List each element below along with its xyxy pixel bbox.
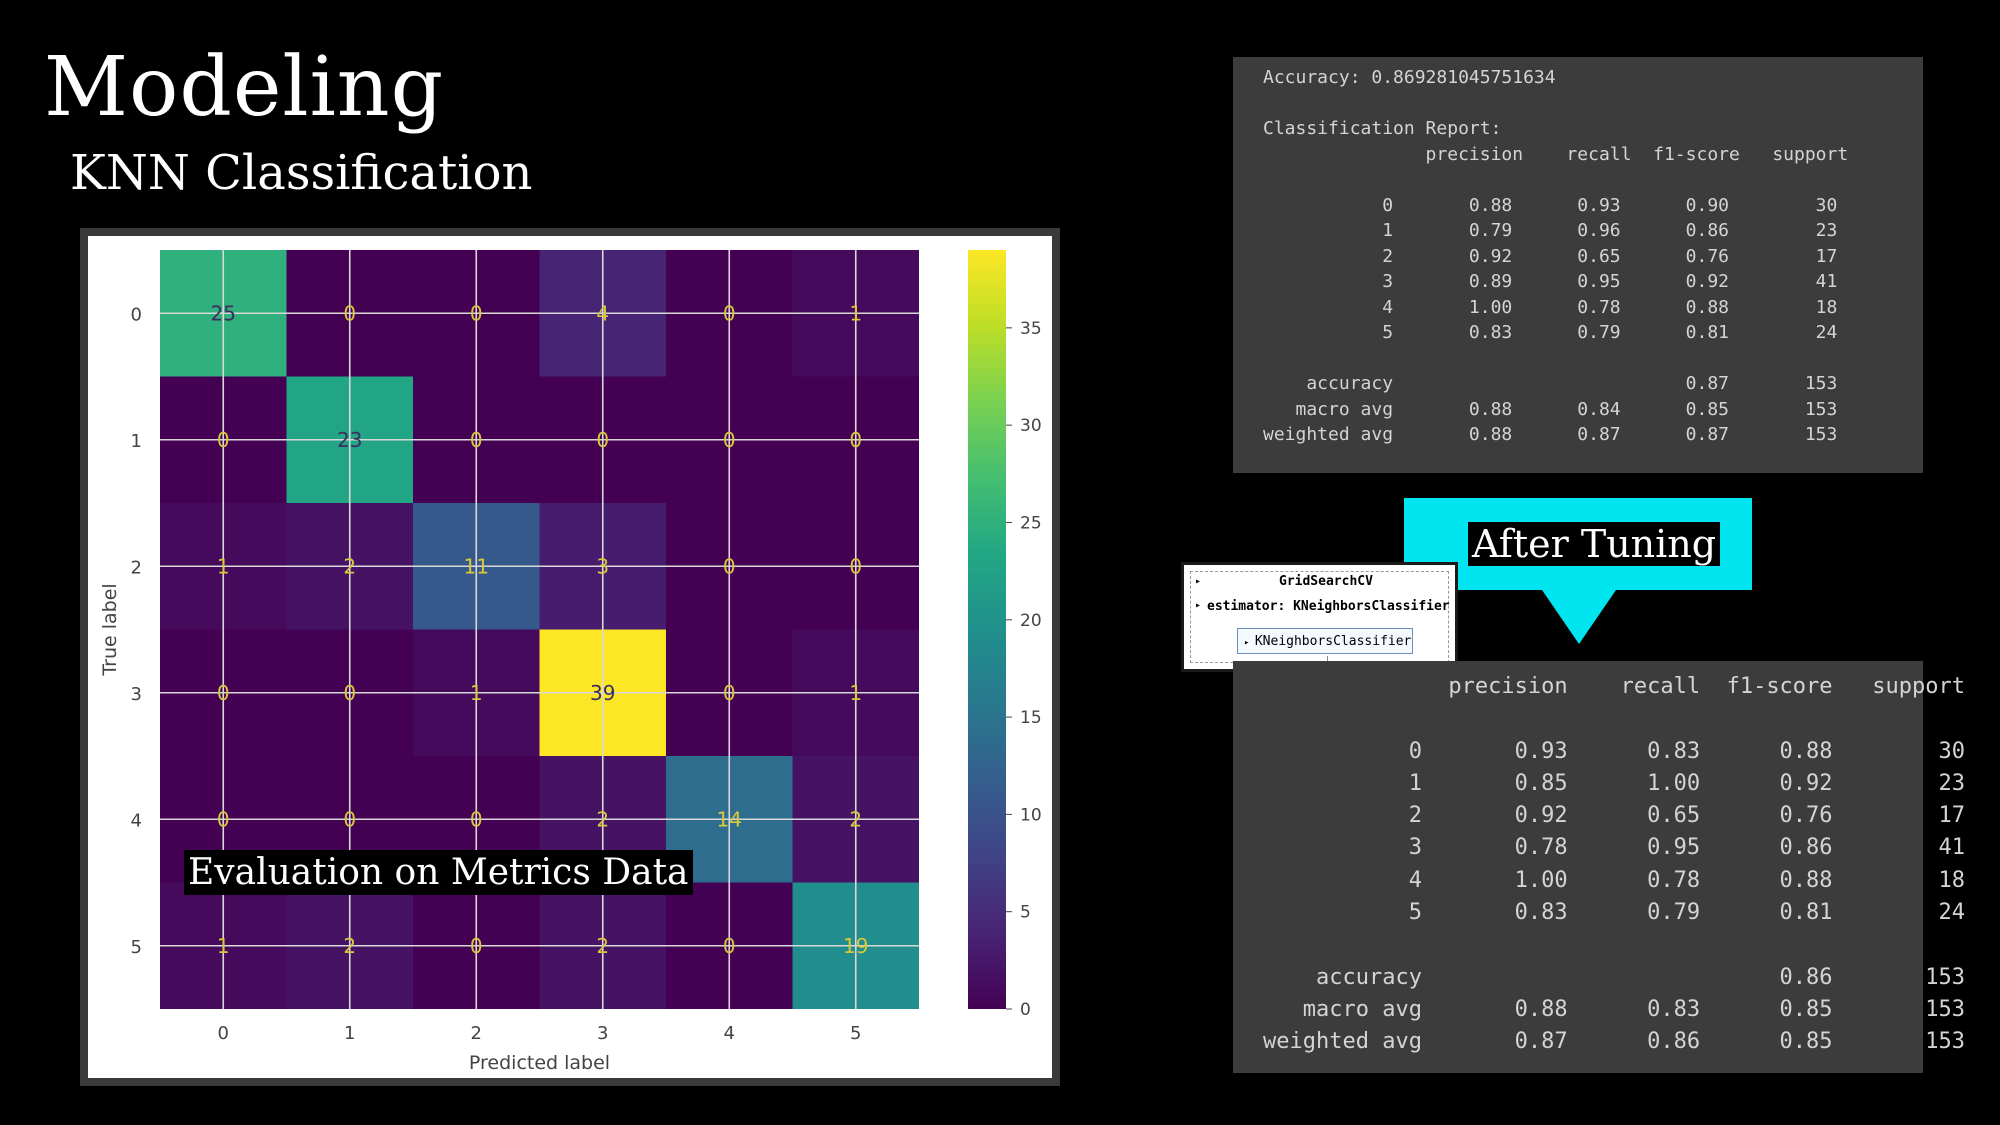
cell-value-label: 1 xyxy=(217,934,230,958)
x-tick-label: 0 xyxy=(218,1023,229,1044)
cell-value-label: 25 xyxy=(211,301,236,325)
y-tick-label: 5 xyxy=(131,937,142,958)
y-tick-label: 0 xyxy=(131,304,142,325)
cell-value-label: 0 xyxy=(596,428,609,452)
evaluation-label: Evaluation on Metrics Data xyxy=(184,850,693,895)
cell-value-label: 0 xyxy=(470,301,483,325)
x-axis-label: Predicted label xyxy=(469,1052,610,1074)
cell-value-label: 2 xyxy=(849,807,862,831)
cell-value-label: 0 xyxy=(723,301,736,325)
cell-value-label: 0 xyxy=(723,681,736,705)
cell-value-label: 3 xyxy=(596,554,609,578)
cell-value-label: 0 xyxy=(343,301,356,325)
cell-value-label: 0 xyxy=(470,428,483,452)
cell-value-label: 0 xyxy=(723,554,736,578)
cell-value-label: 0 xyxy=(217,807,230,831)
estimator-box-label: KNeighborsClassifier xyxy=(1254,634,1412,649)
x-tick-label: 2 xyxy=(471,1023,482,1044)
colorbar-tick-label: 30 xyxy=(1020,416,1042,436)
cell-value-label: 0 xyxy=(217,428,230,452)
gridsearchcv-border: ▸ GridSearchCV ▸ estimator: KNeighborsCl… xyxy=(1190,571,1450,670)
cell-value-label: 0 xyxy=(849,554,862,578)
colorbar-tick-label: 5 xyxy=(1020,903,1031,923)
cell-value-label: 0 xyxy=(470,934,483,958)
confusion-matrix-panel: 25 0 0 4 0 1 0 23 0 0 0 0 1 2 11 3 0 0 0 0 1 39 0 1 0 0 0 2 14 2 1 2 0 2 0… xyxy=(80,228,1060,1086)
gridsearchcv-widget: ▸ GridSearchCV ▸ estimator: KNeighborsCl… xyxy=(1181,562,1458,672)
cell-value-label: 1 xyxy=(849,681,862,705)
colorbar xyxy=(968,250,1006,1009)
colorbar-tick-label: 15 xyxy=(1020,708,1042,728)
cell-value-label: 4 xyxy=(596,301,609,325)
cell-value-label: 0 xyxy=(343,681,356,705)
page-subtitle: KNN Classification xyxy=(70,145,533,201)
expand-arrow-icon[interactable]: ▸ xyxy=(1195,600,1202,611)
colorbar-tick-label: 20 xyxy=(1020,611,1042,631)
estimator-row[interactable]: estimator: KNeighborsClassifier xyxy=(1207,599,1450,614)
y-tick-label: 4 xyxy=(131,810,142,831)
cell-value-label: 0 xyxy=(470,807,483,831)
cell-value-label: 2 xyxy=(596,807,609,831)
cell-value-label: 0 xyxy=(343,807,356,831)
estimator-box[interactable]: ▸ KNeighborsClassifier xyxy=(1237,628,1413,654)
down-arrow-icon xyxy=(1542,590,1616,644)
cell-value-label: 14 xyxy=(717,807,742,831)
cell-value-label: 1 xyxy=(849,301,862,325)
cell-value-label: 2 xyxy=(343,554,356,578)
y-tick-label: 1 xyxy=(131,431,142,452)
gridsearchcv-title[interactable]: GridSearchCV xyxy=(1279,574,1373,589)
expand-arrow-icon[interactable]: ▸ xyxy=(1195,576,1202,587)
classification-report-before: Accuracy: 0.869281045751634 Classificati… xyxy=(1233,57,1923,473)
y-tick-label: 3 xyxy=(131,684,142,705)
colorbar-tick-label: 35 xyxy=(1020,319,1042,339)
colorbar-tick-label: 10 xyxy=(1020,805,1042,825)
cell-value-label: 11 xyxy=(464,554,489,578)
cell-value-label: 0 xyxy=(723,428,736,452)
y-axis-label: True label xyxy=(99,583,121,676)
confusion-matrix-chart: 25 0 0 4 0 10 23 0 0 0 01 2 11 3 0 00 0 1 39 0 10 0 0 2 14 21 2 0 2 0… xyxy=(99,250,1042,1074)
after-tuning-label: After Tuning xyxy=(1468,522,1721,566)
expand-arrow-icon: ▸ xyxy=(1244,638,1255,648)
x-tick-label: 5 xyxy=(850,1023,861,1044)
cell-value-label: 0 xyxy=(217,681,230,705)
cell-value-label: 19 xyxy=(843,934,868,958)
x-tick-label: 3 xyxy=(597,1023,608,1044)
cell-value-label: 2 xyxy=(343,934,356,958)
cell-value-label: 1 xyxy=(470,681,483,705)
cell-value-label: 2 xyxy=(596,934,609,958)
cell-value-label: 1 xyxy=(217,554,230,578)
colorbar-tick-label: 25 xyxy=(1020,513,1042,533)
y-tick-label: 2 xyxy=(131,557,142,578)
x-tick-label: 1 xyxy=(344,1023,355,1044)
cell-value-label: 0 xyxy=(723,934,736,958)
classification-report-after: precision recall f1-score support 0 0.93… xyxy=(1233,661,1965,1073)
cell-value-label: 23 xyxy=(337,428,362,452)
x-tick-label: 4 xyxy=(724,1023,735,1044)
cell-value-label: 0 xyxy=(849,428,862,452)
colorbar-tick-label: 0 xyxy=(1020,1000,1031,1020)
page-title: Modeling xyxy=(44,40,445,135)
cell-value-label: 39 xyxy=(590,681,615,705)
